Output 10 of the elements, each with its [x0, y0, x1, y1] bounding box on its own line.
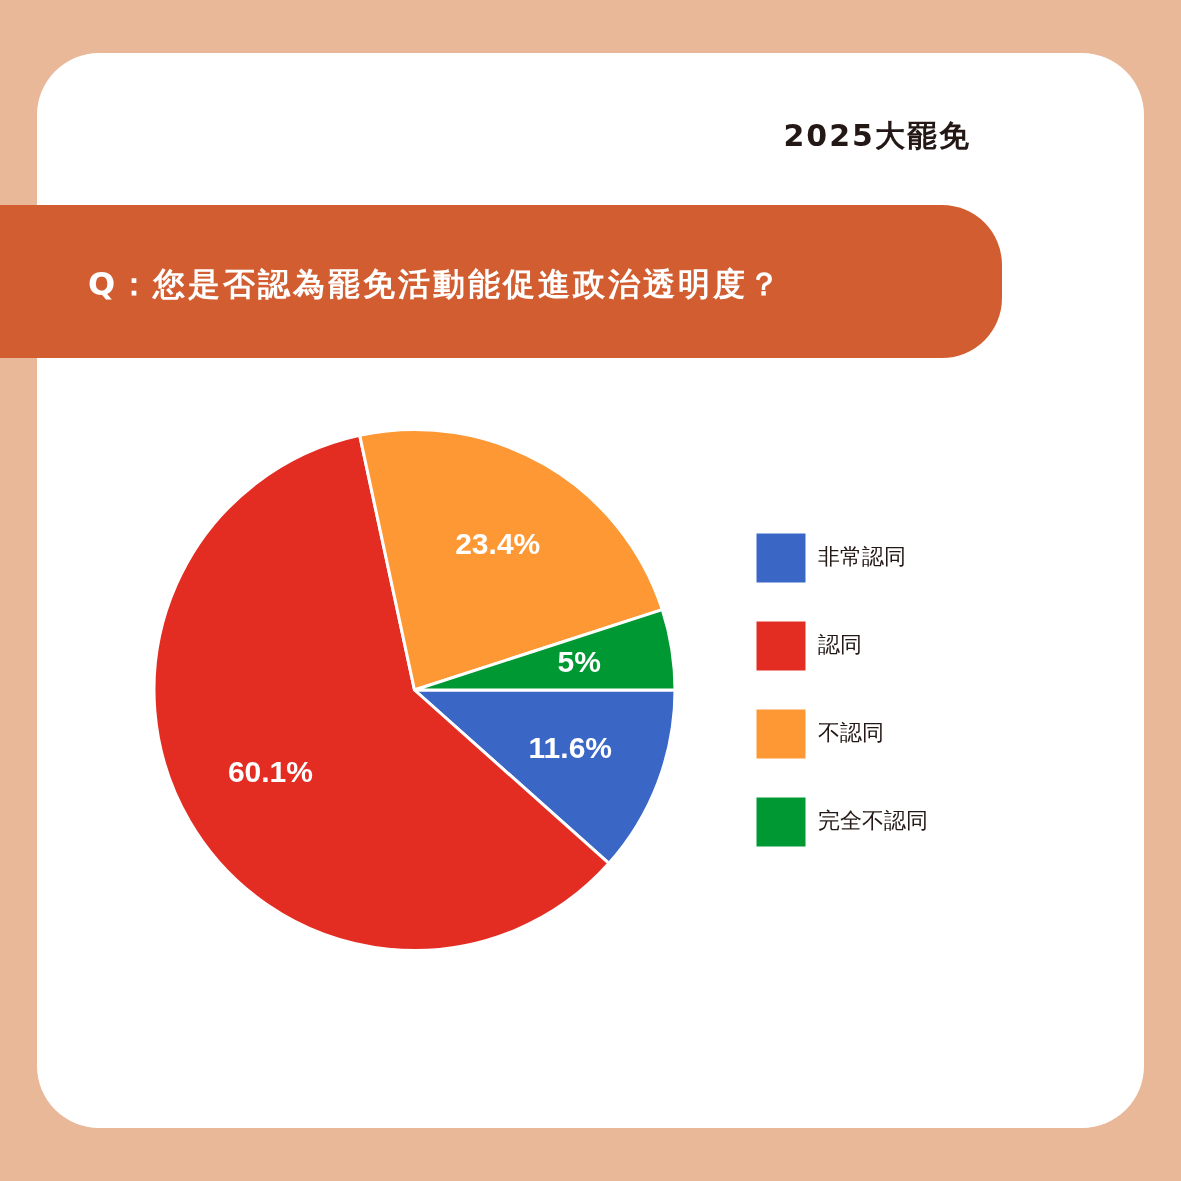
data-label: 23.4%: [455, 526, 541, 560]
data-label: 5%: [557, 645, 601, 679]
data-label: 11.6%: [528, 730, 612, 764]
legend-label: 認同: [818, 631, 862, 657]
chart-title: Q：您是否認為罷免活動能促進政治透明度？: [88, 264, 784, 305]
legend-label: 非常認同: [818, 543, 906, 569]
legend-label: 不認同: [818, 719, 884, 745]
legend-label: 完全不認同: [818, 807, 928, 833]
data-label: 60.1%: [227, 755, 313, 789]
chart-subtitle: 2025大罷免: [783, 117, 971, 155]
